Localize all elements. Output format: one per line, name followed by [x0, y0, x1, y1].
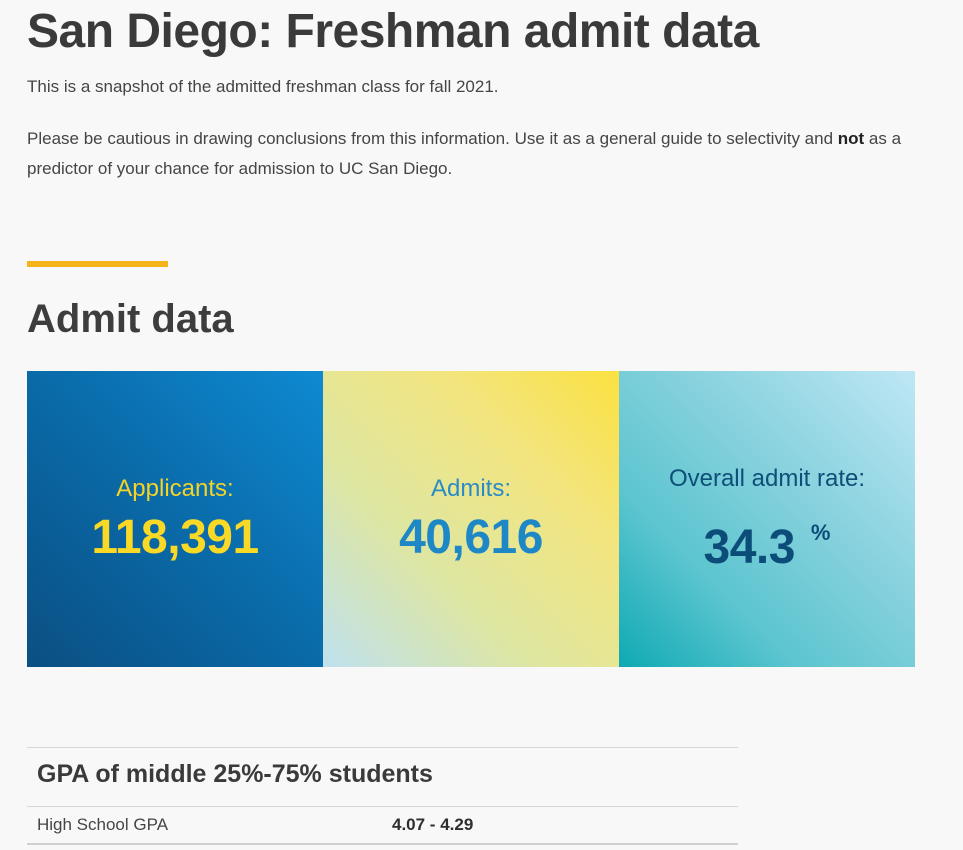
caution-text: Please be cautious in drawing conclusion… — [27, 124, 927, 184]
page-title: San Diego: Freshman admit data — [27, 5, 759, 58]
admit-rate-value: 34.3 — [703, 521, 796, 574]
applicants-label: Applicants: — [116, 475, 234, 502]
gpa-row-label: High School GPA — [37, 815, 169, 834]
intro-text: This is a snapshot of the admitted fresh… — [27, 77, 499, 96]
section-accent-rule — [27, 261, 168, 267]
table-row: High School GPA 4.07 - 4.29 — [27, 807, 738, 845]
admit-rate-unit: % — [810, 520, 831, 545]
applicants-value: 118,391 — [91, 511, 259, 564]
admit-rate-row: 34.3 % — [704, 518, 831, 578]
admit-rate-label: Overall admit rate: — [668, 465, 866, 492]
caution-emphasis: not — [837, 129, 865, 148]
gpa-table-heading: GPA of middle 25%-75% students — [27, 748, 738, 807]
caution-text-after: as a predictor of your chance for admiss… — [27, 129, 902, 178]
admits-label: Admits: — [430, 475, 511, 502]
admits-value: 40,616 — [399, 511, 543, 564]
gpa-row-value: 4.07 - 4.29 — [392, 815, 474, 834]
admits-card: Admits: 40,616 — [323, 371, 619, 667]
admit-data-heading: Admit data — [27, 297, 234, 341]
caution-text-before: Please be cautious in drawing conclusion… — [27, 129, 838, 148]
applicants-card: Applicants: 118,391 — [27, 371, 323, 667]
admit-rate-card: Overall admit rate: 34.3 % — [619, 371, 915, 667]
admit-stats-panel: Applicants: 118,391 Admits: 40,616 Overa… — [27, 371, 915, 667]
gpa-table: GPA of middle 25%-75% students High Scho… — [27, 747, 738, 845]
